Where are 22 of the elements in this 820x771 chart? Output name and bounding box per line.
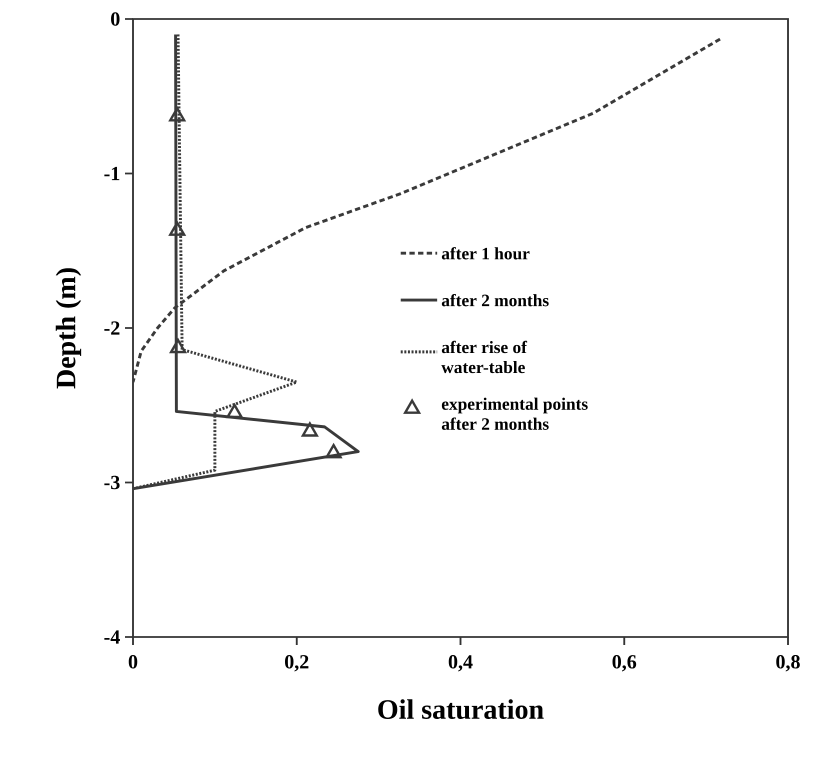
point [302,422,318,437]
point [170,338,186,354]
y-tick-label: -4 [104,630,120,644]
x-tick-label: 0,6 [612,655,636,672]
legend-label: after rise of water-table [441,340,528,374]
x-tick-label: 0,2 [285,655,308,672]
legend-label: experimental points after 2 months [442,398,588,430]
y-tick-label: 0 [111,12,120,26]
y-axis-title: Depth (m) [56,268,82,389]
point [325,444,342,458]
x-tick-label: 0,8 [776,655,800,672]
x-axis-title: Oil saturation [378,699,544,720]
legend-label: after 2 months [442,294,549,306]
x-tick-label: 0 [128,655,138,669]
point [169,221,186,236]
x-tick-label: 0,4 [448,655,473,672]
y-tick-label: -2 [104,321,120,335]
y-tick-label: -3 [104,476,120,490]
y-tick-label: -1 [104,166,120,180]
point [169,107,186,122]
legend-label: after 1 hour [442,247,530,260]
point [226,404,243,418]
